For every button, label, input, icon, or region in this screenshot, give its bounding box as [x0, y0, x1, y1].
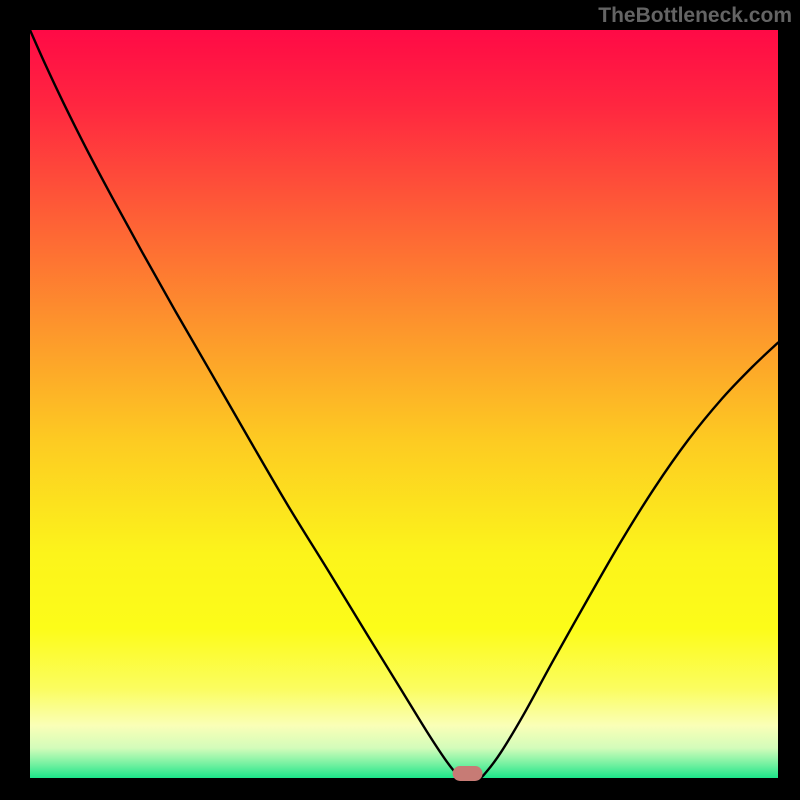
plot-background	[30, 30, 778, 778]
bottleneck-chart: TheBottleneck.com	[0, 0, 800, 800]
chart-svg	[0, 0, 800, 800]
vertex-marker	[453, 766, 483, 781]
watermark-text: TheBottleneck.com	[598, 4, 792, 28]
